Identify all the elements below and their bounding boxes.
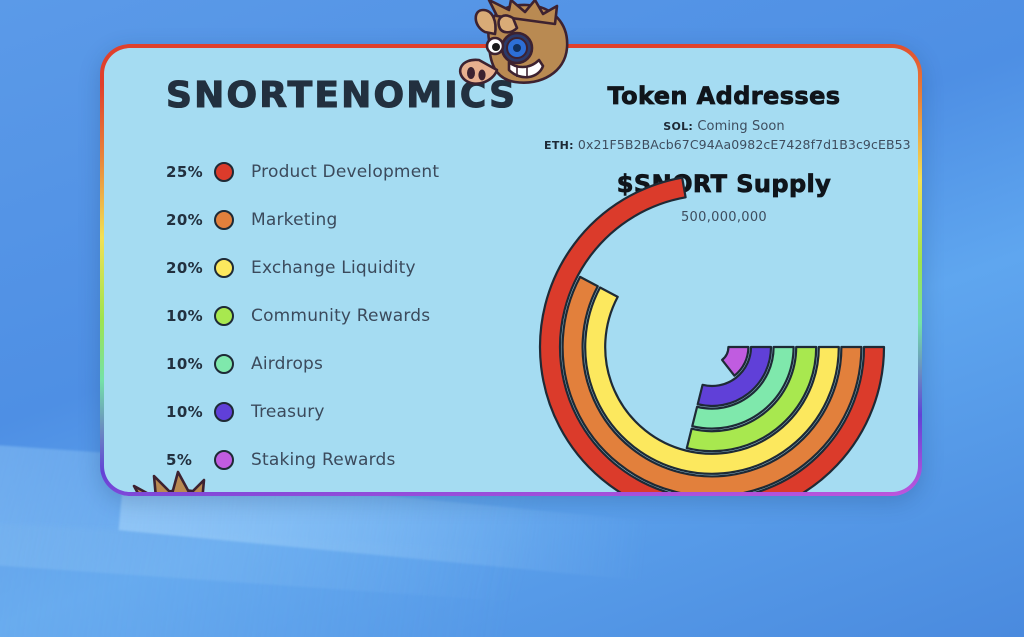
- legend-color-swatch: [214, 162, 234, 182]
- chart-arc: [685, 345, 818, 453]
- legend-color-swatch: [214, 306, 234, 326]
- sol-chain-label: SOL:: [663, 120, 694, 133]
- allocation-legend: 25% Product Development 20% Marketing 20% Exc…: [166, 148, 546, 484]
- legend-color-swatch: [214, 450, 234, 470]
- legend-percent: 5%: [166, 451, 193, 469]
- sol-address-row: SOL: Coming Soon: [544, 119, 904, 134]
- legend-color-swatch: [214, 354, 234, 374]
- snortenomics-card: SNORTENOMICS 25% Product Development 20% Ma…: [104, 48, 918, 492]
- chart-arc: [561, 275, 863, 492]
- legend-label: Treasury: [251, 402, 325, 422]
- eth-address-row[interactable]: ETH: 0x21F5B2BAcb67C94Aa0982cE7428f7d1B3…: [544, 137, 911, 152]
- legend-item: 25% Product Development: [166, 148, 546, 196]
- allocation-radial-chart: [538, 176, 886, 492]
- legend-label: Marketing: [251, 210, 338, 230]
- legend-percent: 10%: [166, 403, 204, 421]
- warthog-head-peeking-illustration: [458, 0, 569, 85]
- legend-label: Product Development: [251, 162, 440, 182]
- legend-label: Exchange Liquidity: [251, 258, 416, 278]
- legend-label: Community Rewards: [251, 306, 431, 326]
- legend-color-swatch: [214, 258, 234, 278]
- chart-arc: [720, 345, 750, 377]
- supply-value: 500,000,000: [680, 210, 767, 225]
- legend-percent: 10%: [166, 355, 204, 373]
- legend-percent: 20%: [166, 211, 204, 229]
- chart-arc: [584, 286, 840, 475]
- chart-arc: [696, 345, 773, 408]
- legend-item: 20% Exchange Liquidity: [166, 244, 546, 292]
- legend-item: 5% Staking Rewards: [166, 436, 546, 484]
- legend-item: 10% Airdrops: [166, 340, 546, 388]
- legend-item: 20% Marketing: [166, 196, 546, 244]
- chart-arc: [538, 176, 886, 492]
- legend-label: Airdrops: [251, 354, 324, 374]
- eth-chain-label: ETH:: [544, 139, 574, 152]
- legend-percent: 20%: [166, 259, 204, 277]
- legend-item: 10% Treasury: [166, 388, 546, 436]
- legend-item: 10% Community Rewards: [166, 292, 546, 340]
- token-addresses-title: Token Addresses: [607, 82, 841, 111]
- legend-color-swatch: [214, 402, 234, 422]
- sol-address-value: Coming Soon: [697, 119, 785, 134]
- legend-label: Staking Rewards: [251, 450, 396, 470]
- legend-color-swatch: [214, 210, 234, 230]
- chart-arc: [691, 345, 795, 430]
- eth-address-value[interactable]: 0x21F5B2BAcb67C94Aa0982cE7428f7d1B3c9cEB…: [577, 137, 911, 152]
- legend-percent: 25%: [166, 163, 204, 181]
- warthog-on-pool-float-illustration: [132, 470, 206, 492]
- snortenomics-card-border: SNORTENOMICS 25% Product Development 20% Ma…: [100, 44, 922, 496]
- page-title: SNORTENOMICS: [165, 75, 518, 116]
- legend-percent: 10%: [166, 307, 204, 325]
- legend-column: SNORTENOMICS 25% Product Development 20% Ma…: [165, 75, 546, 484]
